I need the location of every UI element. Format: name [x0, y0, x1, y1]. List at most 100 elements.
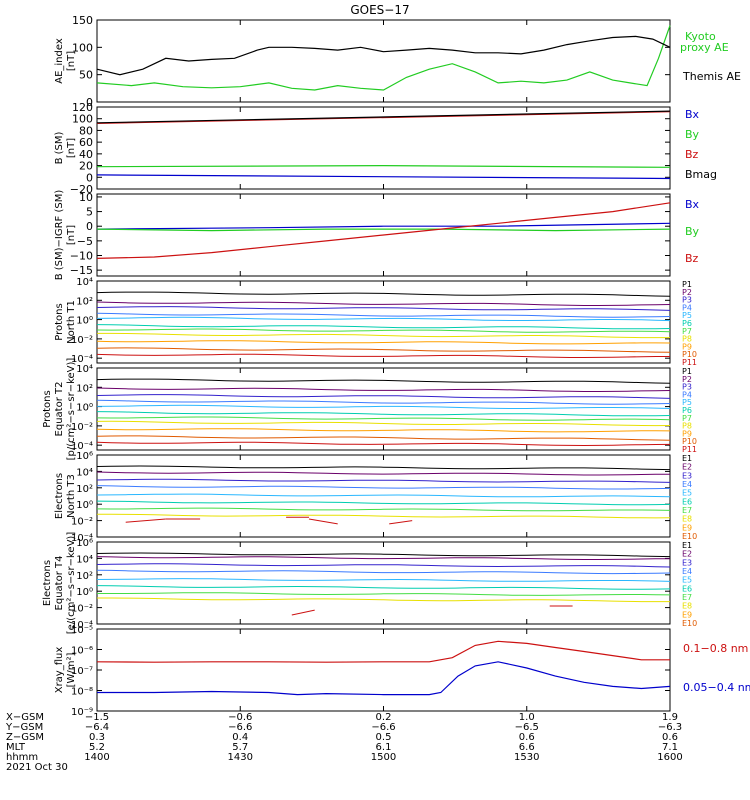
series-line-kyoto-proxy-ae [96, 25, 671, 91]
series-line-themis-ae [96, 35, 671, 76]
channel-line-p9 [96, 428, 671, 433]
y-axis-label: North T1 [66, 300, 77, 344]
channel-label-e5: E5 [682, 576, 692, 585]
y-tick-label: 10⁻⁹ [71, 707, 93, 718]
channel-line-p7 [96, 416, 671, 421]
x-row-label: Y−GSM [5, 722, 43, 733]
channel-line-p2 [96, 387, 671, 392]
y-tick-label: 10⁻² [71, 604, 93, 615]
channel-line-p11 [96, 441, 671, 447]
channel-label-e9: E9 [682, 523, 692, 532]
y-tick-label: 10⁻⁷ [71, 666, 93, 677]
channel-label-e5: E5 [682, 489, 692, 498]
x-tick-label: 7.1 [662, 742, 678, 753]
y-tick-label: 120 [72, 101, 93, 114]
x-row-label: X−GSM [6, 712, 44, 723]
y-tick-label: 10⁰ [76, 587, 93, 598]
x-tick-label: 0.4 [232, 732, 248, 743]
channel-label-p8: P8 [682, 422, 692, 431]
channel-line-p8 [97, 332, 670, 339]
y-tick-label: 10⁴ [76, 364, 93, 375]
legend-entry: 0.1−0.8 nm [683, 642, 748, 655]
y-tick-label: 10⁴ [76, 554, 93, 565]
channel-label-p1: P1 [682, 367, 692, 376]
y-tick-label: 0 [86, 171, 93, 184]
x-tick-label: 0.2 [376, 712, 392, 723]
x-row-label: hhmm [6, 752, 38, 763]
panel-frame-8 [96, 628, 671, 712]
channel-label-e3: E3 [682, 558, 692, 567]
channel-line-e5 [96, 493, 671, 498]
legend-entry: By [685, 128, 700, 141]
y-axis-label: [nT] [66, 51, 77, 71]
x-row-label: MLT [6, 742, 26, 753]
y-axis-label: Equator T4 [54, 556, 65, 611]
fragment-line [125, 518, 166, 523]
legend-entry: Bz [685, 252, 699, 265]
y-tick-label: 50 [79, 69, 93, 82]
channel-label-e4: E4 [682, 480, 692, 489]
y-tick-label: 10⁻⁵ [71, 625, 93, 636]
y-tick-label: 0 [86, 220, 93, 233]
channel-label-e2: E2 [682, 550, 692, 559]
channel-line-p10 [96, 435, 671, 441]
date-label: 2021 Oct 30 [6, 762, 68, 773]
y-tick-label: 10 [79, 191, 93, 204]
legend-entry: Bx [685, 108, 700, 121]
channel-label-e8: E8 [682, 602, 692, 611]
legend-entry: Bmag [685, 168, 717, 181]
channel-line-p6 [96, 324, 671, 330]
x-tick-label: −6.4 [85, 722, 109, 733]
legend-entry: Bz [685, 148, 699, 161]
channel-label-p2: P2 [682, 288, 692, 297]
channel-label-p8: P8 [682, 335, 692, 344]
channel-line-p5 [96, 404, 671, 409]
channel-label-e6: E6 [682, 584, 692, 593]
channel-line-p5 [96, 316, 671, 322]
legend-entry: 0.05−0.4 nm [683, 681, 750, 694]
channel-label-e4: E4 [682, 567, 692, 576]
x-tick-label: −6.5 [515, 722, 539, 733]
channel-line-p4 [96, 399, 671, 405]
series-line-by [96, 164, 671, 168]
channel-label-e7: E7 [682, 593, 692, 602]
series-line-bz [96, 202, 671, 259]
y-tick-label: 60 [79, 136, 93, 149]
y-axis-label: B (SM) [54, 131, 65, 164]
y-tick-label: 40 [79, 148, 93, 161]
channel-line-p10 [96, 347, 671, 353]
y-tick-label: 10⁴ [76, 277, 93, 288]
x-tick-label: 6.6 [519, 742, 535, 753]
x-tick-label: 1600 [657, 752, 682, 763]
y-axis-label: [e/(cm²−s−sr−keV)] [66, 532, 77, 635]
y-tick-label: 10² [76, 571, 93, 582]
channel-label-p3: P3 [682, 383, 692, 392]
x-tick-label: 1430 [228, 752, 253, 763]
channel-label-p6: P6 [682, 406, 692, 415]
channel-line-p1 [96, 378, 671, 384]
channel-label-p9: P9 [682, 342, 692, 351]
y-tick-label: 10⁰ [76, 316, 93, 327]
channel-label-p5: P5 [682, 398, 692, 407]
channel-label-e10: E10 [682, 619, 697, 628]
y-tick-label: −10 [70, 250, 93, 263]
channel-line-e6 [96, 500, 671, 506]
channel-label-e6: E6 [682, 497, 692, 506]
y-tick-label: 10⁰ [76, 500, 93, 511]
y-tick-label: 5 [86, 206, 93, 219]
channel-label-p4: P4 [682, 390, 692, 399]
x-tick-label: −0.6 [228, 712, 252, 723]
y-axis-label: [nT] [66, 138, 77, 158]
x-tick-label: −6.6 [228, 722, 252, 733]
channel-label-p11: P11 [682, 358, 697, 367]
channel-line-p4 [96, 312, 671, 318]
channel-label-p5: P5 [682, 311, 692, 320]
channel-label-e9: E9 [682, 610, 692, 619]
channel-label-p10: P10 [682, 350, 697, 359]
plot-title: GOES−17 [350, 3, 409, 17]
y-axis-label: Xray_flux [54, 647, 65, 694]
fragment-line [389, 520, 413, 525]
channel-label-e3: E3 [682, 471, 692, 480]
y-tick-label: 100 [72, 113, 93, 126]
